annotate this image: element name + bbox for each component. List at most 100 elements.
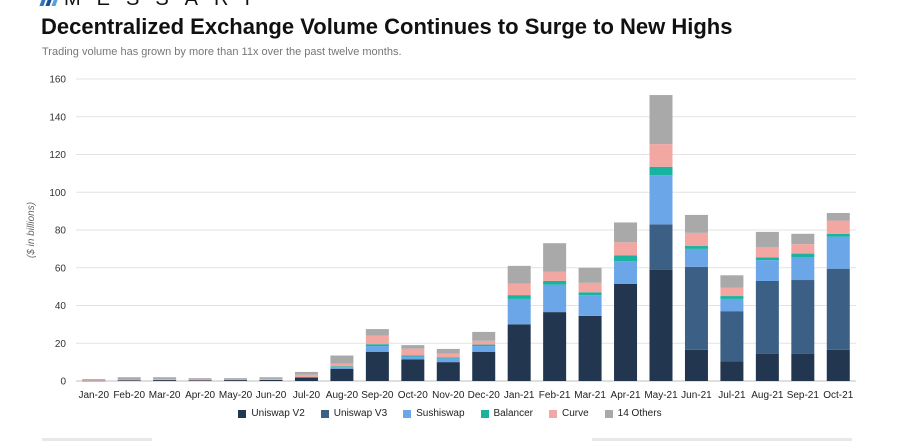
bar-segment bbox=[472, 331, 496, 341]
bar-segment bbox=[294, 371, 318, 375]
bar-segment bbox=[507, 295, 531, 299]
legend-swatch bbox=[480, 409, 489, 418]
x-tick-label: Jun-20 bbox=[256, 390, 287, 401]
bar-segment bbox=[436, 348, 460, 354]
bar-segment bbox=[543, 271, 567, 281]
bar-segment bbox=[365, 344, 389, 347]
bar-segment bbox=[224, 378, 248, 380]
x-tick-label: Jul-21 bbox=[718, 390, 746, 401]
bar-segment bbox=[826, 268, 850, 350]
bar-segment bbox=[507, 298, 531, 325]
bar-segment bbox=[578, 295, 602, 316]
bar-segment bbox=[472, 340, 496, 345]
legend-label: Uniswap V3 bbox=[333, 408, 388, 419]
bar-segment bbox=[543, 280, 567, 285]
bar-segment bbox=[649, 224, 673, 270]
legend-swatch bbox=[403, 409, 412, 418]
bar-segment bbox=[507, 265, 531, 284]
bar-segment bbox=[826, 233, 850, 237]
bar-segment bbox=[720, 275, 744, 288]
bar-segment bbox=[649, 175, 673, 225]
brand-logo: MESSARI bbox=[39, 0, 266, 9]
bar-segment bbox=[826, 236, 850, 269]
bar-segment bbox=[649, 269, 673, 381]
bar-segment bbox=[720, 296, 744, 299]
bar-segment bbox=[436, 362, 460, 381]
legend-swatch bbox=[238, 409, 247, 418]
bar-segment bbox=[755, 246, 779, 258]
legend-label: Balancer bbox=[493, 408, 533, 419]
x-tick-label: Oct-21 bbox=[823, 390, 853, 401]
bar-segment bbox=[224, 379, 248, 381]
bar-segment bbox=[578, 267, 602, 283]
bar-segment bbox=[720, 361, 744, 381]
x-tick-label: Sep-20 bbox=[361, 390, 394, 401]
y-tick-label: 80 bbox=[55, 226, 67, 237]
bar-segment bbox=[755, 257, 779, 261]
bar-segment bbox=[472, 346, 496, 352]
bar-segment bbox=[720, 298, 744, 312]
legend-item: 14 Others bbox=[604, 408, 662, 419]
bar-segment bbox=[543, 243, 567, 272]
bar-segment bbox=[188, 378, 212, 380]
y-tick-label: 0 bbox=[60, 377, 66, 388]
x-tick-label: Aug-21 bbox=[751, 390, 784, 401]
bar-segment bbox=[294, 377, 318, 378]
bar-segment bbox=[117, 377, 141, 380]
legend-swatch bbox=[604, 409, 613, 418]
bar-segment bbox=[259, 379, 283, 381]
bar-segment bbox=[614, 283, 638, 381]
bar-segment bbox=[578, 315, 602, 381]
bar-segment bbox=[153, 379, 177, 381]
x-tick-label: Jan-21 bbox=[504, 390, 535, 401]
bar-segment bbox=[826, 220, 850, 234]
bar-segment bbox=[330, 363, 354, 367]
legend-label: Sushiswap bbox=[416, 408, 465, 419]
bar-segment bbox=[684, 232, 708, 247]
x-tick-label: Mar-20 bbox=[149, 390, 181, 401]
legend-swatch bbox=[548, 409, 557, 418]
y-tick-label: 60 bbox=[55, 263, 67, 274]
chart-subtitle: Trading volume has grown by more than 11… bbox=[42, 46, 402, 58]
bar-segment bbox=[82, 380, 106, 381]
x-tick-label: Sep-21 bbox=[787, 390, 820, 401]
legend-item: Curve bbox=[548, 408, 589, 419]
legend-label: Uniswap V2 bbox=[251, 408, 305, 419]
bar-segment bbox=[294, 374, 318, 378]
bar-segment bbox=[507, 324, 531, 381]
bar-segment bbox=[755, 231, 779, 247]
brand-name: MESSARI bbox=[64, 0, 266, 9]
bar-segment bbox=[614, 261, 638, 284]
bar-segment bbox=[436, 353, 460, 358]
bar-segment bbox=[826, 349, 850, 381]
bar-segment bbox=[401, 359, 425, 381]
bar-segment bbox=[365, 346, 389, 352]
bar-segment bbox=[117, 380, 141, 381]
bar-segment bbox=[720, 311, 744, 362]
bar-segment bbox=[791, 257, 815, 281]
bar-segment bbox=[365, 329, 389, 336]
x-tick-label: May-21 bbox=[644, 390, 678, 401]
x-tick-label: Jun-21 bbox=[681, 390, 712, 401]
bar-segment bbox=[436, 357, 460, 359]
legend-label: Curve bbox=[561, 408, 589, 419]
bar-segment bbox=[153, 377, 177, 380]
bar-segment bbox=[330, 367, 354, 369]
x-tick-label: Jul-20 bbox=[293, 390, 321, 401]
bar-segment bbox=[614, 222, 638, 243]
bar-segment bbox=[791, 244, 815, 254]
x-tick-label: Mar-21 bbox=[574, 390, 606, 401]
bar-segment bbox=[259, 378, 283, 380]
y-axis-title: ($ in billions) bbox=[26, 202, 37, 258]
bar-segment bbox=[401, 356, 425, 360]
bar-segment bbox=[755, 353, 779, 381]
bar-segment bbox=[826, 213, 850, 221]
chart-title: Decentralized Exchange Volume Continues … bbox=[41, 14, 733, 39]
bar-segment bbox=[401, 345, 425, 349]
bar-segment bbox=[614, 242, 638, 256]
footer-note bbox=[592, 438, 852, 441]
x-tick-label: Nov-20 bbox=[432, 390, 465, 401]
bar-segment bbox=[791, 353, 815, 381]
bar-segment bbox=[82, 380, 106, 382]
